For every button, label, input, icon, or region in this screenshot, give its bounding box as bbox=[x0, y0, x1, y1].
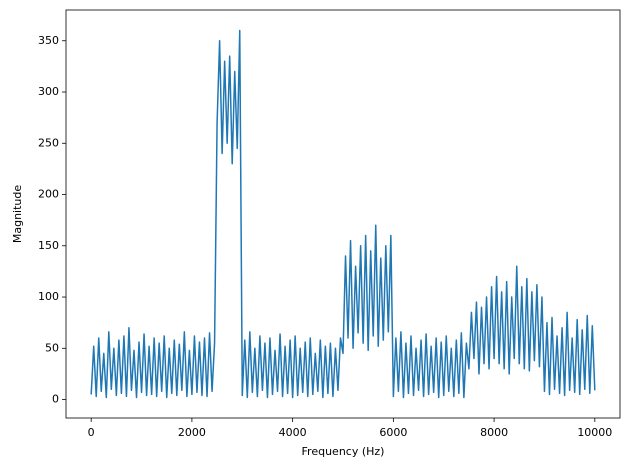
y-tick-label: 250 bbox=[38, 136, 59, 149]
x-tick-label: 4000 bbox=[279, 426, 307, 439]
x-tick-label: 2000 bbox=[178, 426, 206, 439]
x-tick-label: 8000 bbox=[480, 426, 508, 439]
y-tick-label: 300 bbox=[38, 85, 59, 98]
y-tick-label: 350 bbox=[38, 34, 59, 47]
x-tick-label: 0 bbox=[88, 426, 95, 439]
y-tick-label: 100 bbox=[38, 290, 59, 303]
y-tick-label: 50 bbox=[45, 341, 59, 354]
y-axis-label: Magnitude bbox=[11, 185, 24, 244]
x-tick-label: 6000 bbox=[379, 426, 407, 439]
axes-frame bbox=[65, 9, 621, 419]
x-tick-label: 10000 bbox=[577, 426, 612, 439]
y-tick-label: 150 bbox=[38, 239, 59, 252]
y-tick-label: 0 bbox=[52, 393, 59, 406]
x-axis-label: Frequency (Hz) bbox=[302, 445, 385, 458]
y-tick-label: 200 bbox=[38, 188, 59, 201]
line-series bbox=[90, 29, 596, 399]
